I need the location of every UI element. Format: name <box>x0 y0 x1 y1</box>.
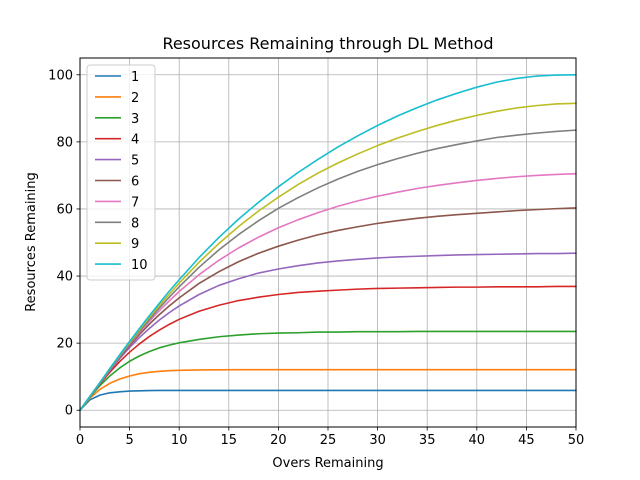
legend-label-10: 10 <box>131 258 148 273</box>
series-line-5 <box>79 252 577 412</box>
x-tick-label: 45 <box>518 433 535 448</box>
x-tick-label: 15 <box>221 433 238 448</box>
series-line-10 <box>79 73 577 412</box>
legend-label-4: 4 <box>131 133 139 148</box>
y-tick-label: 0 <box>65 404 73 419</box>
x-axis: 0 5 10 15 20 25 30 35 40 45 50 <box>76 427 584 448</box>
series-line-6 <box>79 207 577 412</box>
x-tick-label: 50 <box>568 433 585 448</box>
series-line-3 <box>79 330 577 412</box>
x-tick-label: 10 <box>171 433 188 448</box>
legend-label-9: 9 <box>131 237 139 252</box>
legend: 1 2 3 4 5 6 7 8 9 10 <box>86 64 156 281</box>
series-line-2 <box>79 368 577 412</box>
legend-label-7: 7 <box>131 195 139 210</box>
x-tick-label: 5 <box>125 433 133 448</box>
legend-label-3: 3 <box>131 112 139 127</box>
legend-label-1: 1 <box>131 70 139 85</box>
y-axis: 0 20 40 60 80 100 <box>48 68 80 419</box>
chart-title: Resources Remaining through DL Method <box>162 34 493 53</box>
legend-box <box>86 64 156 281</box>
legend-label-6: 6 <box>131 175 139 190</box>
y-tick-label: 20 <box>56 337 73 352</box>
y-tick-label: 100 <box>48 68 73 83</box>
series-line-1 <box>79 389 577 412</box>
x-tick-label: 30 <box>369 433 386 448</box>
x-tick-label: 25 <box>320 433 337 448</box>
y-axis-title: Resources Remaining <box>24 172 39 312</box>
x-tick-label: 35 <box>419 433 436 448</box>
legend-label-8: 8 <box>131 216 139 231</box>
x-tick-label: 0 <box>76 433 84 448</box>
series-line-4 <box>79 285 577 412</box>
x-tick-label: 40 <box>469 433 486 448</box>
legend-label-2: 2 <box>131 91 139 106</box>
x-tick-label: 20 <box>270 433 287 448</box>
series-lines <box>79 73 577 412</box>
grid <box>79 58 577 427</box>
y-tick-label: 60 <box>56 202 73 217</box>
legend-label-5: 5 <box>131 154 139 169</box>
y-tick-label: 80 <box>56 135 73 150</box>
x-axis-title: Overs Remaining <box>272 456 383 471</box>
y-tick-label: 40 <box>56 270 73 285</box>
